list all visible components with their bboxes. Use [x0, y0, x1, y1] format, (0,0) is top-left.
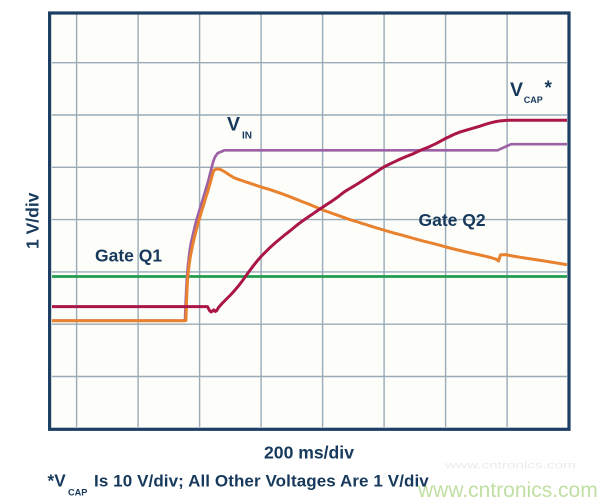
svg-text:www.cntronics.com: www.cntronics.com	[444, 459, 576, 470]
svg-text:Is 10 V/div; All Other Voltage: Is 10 V/div; All Other Voltages Are 1 V/…	[94, 472, 429, 491]
svg-text:V: V	[227, 114, 240, 136]
svg-text:200 ms/div: 200 ms/div	[264, 443, 354, 463]
svg-text:V: V	[510, 79, 523, 101]
svg-text:*: *	[545, 78, 553, 99]
svg-text:Gate Q2: Gate Q2	[419, 210, 486, 230]
svg-text:www.cntronics.com: www.cntronics.com	[417, 479, 598, 502]
svg-text:*V: *V	[48, 471, 67, 491]
svg-text:IN: IN	[242, 130, 252, 141]
svg-text:1 V/div: 1 V/div	[23, 192, 43, 249]
svg-text:CAP: CAP	[524, 95, 543, 105]
svg-text:Gate Q1: Gate Q1	[95, 246, 162, 266]
svg-text:CAP: CAP	[68, 487, 87, 497]
